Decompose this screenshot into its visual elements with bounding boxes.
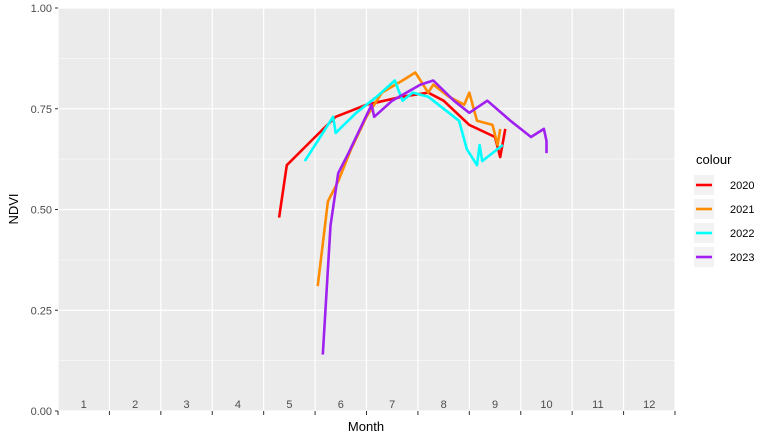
month-label: 6 bbox=[338, 399, 344, 411]
month-label: 3 bbox=[183, 399, 189, 411]
month-label: 8 bbox=[441, 399, 447, 411]
month-label: 10 bbox=[540, 399, 552, 411]
y-tick-label: 0.75 bbox=[31, 104, 52, 116]
y-tick-label: 0.50 bbox=[31, 205, 52, 217]
month-label: 4 bbox=[235, 399, 241, 411]
legend-label-2020: 2020 bbox=[730, 180, 754, 192]
month-label: 2 bbox=[132, 399, 138, 411]
legend-label-2022: 2022 bbox=[730, 228, 754, 240]
y-tick-label: 0.25 bbox=[31, 305, 52, 317]
y-axis: 0.00 0.25 0.50 0.75 1.00 bbox=[31, 3, 58, 418]
month-label: 11 bbox=[592, 399, 603, 411]
x-axis-title: Month bbox=[348, 419, 384, 434]
month-label: 7 bbox=[389, 399, 395, 411]
series-line-2021 bbox=[316, 71, 502, 287]
y-tick-label: 1.00 bbox=[31, 3, 52, 15]
month-labels: 1 2 3 4 5 6 7 8 9 10 11 12 bbox=[81, 399, 656, 411]
y-axis-title: NDVI bbox=[6, 193, 21, 224]
x-axis bbox=[57, 411, 676, 415]
series-line-2022 bbox=[303, 79, 504, 167]
legend: colour 2020 2021 2022 2023 bbox=[694, 152, 754, 267]
month-label: 1 bbox=[81, 399, 87, 411]
month-label: 12 bbox=[643, 399, 655, 411]
series-lines bbox=[277, 71, 548, 355]
legend-label-2021: 2021 bbox=[730, 204, 754, 216]
legend-label-2023: 2023 bbox=[730, 252, 754, 264]
y-tick-label: 0.00 bbox=[31, 406, 52, 418]
series-line-2023 bbox=[321, 79, 548, 355]
legend-title: colour bbox=[696, 152, 732, 167]
month-label: 5 bbox=[286, 399, 292, 411]
legend-items: 2020 2021 2022 2023 bbox=[694, 175, 754, 267]
month-label: 9 bbox=[492, 399, 498, 411]
